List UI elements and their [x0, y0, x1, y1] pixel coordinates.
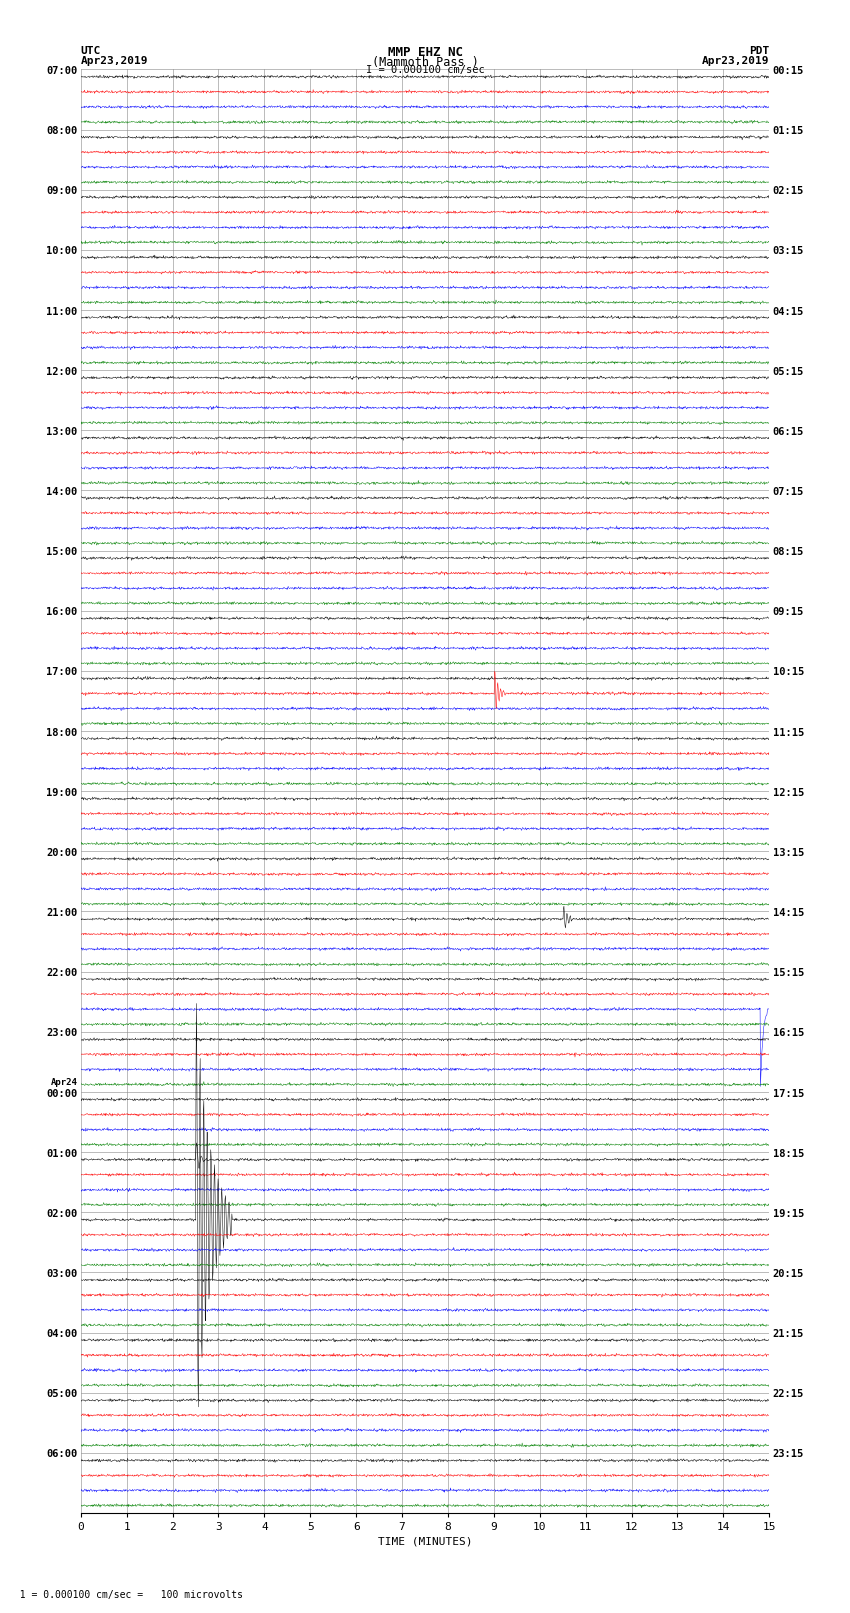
Text: Apr23,2019: Apr23,2019 — [702, 56, 769, 66]
Text: Apr23,2019: Apr23,2019 — [81, 56, 148, 66]
Text: (Mammoth Pass ): (Mammoth Pass ) — [371, 56, 479, 69]
Text: 01:00: 01:00 — [46, 1148, 77, 1158]
Text: Apr24: Apr24 — [50, 1077, 77, 1087]
Text: 19:15: 19:15 — [773, 1208, 804, 1219]
Text: 11:00: 11:00 — [46, 306, 77, 316]
Text: 06:00: 06:00 — [46, 1450, 77, 1460]
Text: 18:00: 18:00 — [46, 727, 77, 737]
Text: 14:00: 14:00 — [46, 487, 77, 497]
Text: 17:15: 17:15 — [773, 1089, 804, 1098]
Text: 07:00: 07:00 — [46, 66, 77, 76]
Text: 05:00: 05:00 — [46, 1389, 77, 1400]
Text: 18:15: 18:15 — [773, 1148, 804, 1158]
Text: 21:15: 21:15 — [773, 1329, 804, 1339]
Text: 16:15: 16:15 — [773, 1029, 804, 1039]
Text: 12:00: 12:00 — [46, 366, 77, 377]
Text: I = 0.000100 cm/sec: I = 0.000100 cm/sec — [366, 65, 484, 76]
Text: 06:15: 06:15 — [773, 427, 804, 437]
Text: 17:00: 17:00 — [46, 668, 77, 677]
Text: 05:15: 05:15 — [773, 366, 804, 377]
Text: 22:00: 22:00 — [46, 968, 77, 977]
Text: 12:15: 12:15 — [773, 787, 804, 798]
Text: 13:00: 13:00 — [46, 427, 77, 437]
Text: 14:15: 14:15 — [773, 908, 804, 918]
Text: 03:00: 03:00 — [46, 1269, 77, 1279]
Text: 15:00: 15:00 — [46, 547, 77, 556]
Text: 01:15: 01:15 — [773, 126, 804, 135]
Text: 00:00: 00:00 — [46, 1089, 77, 1098]
Text: 09:15: 09:15 — [773, 608, 804, 618]
Text: 23:15: 23:15 — [773, 1450, 804, 1460]
Text: 21:00: 21:00 — [46, 908, 77, 918]
Text: 10:15: 10:15 — [773, 668, 804, 677]
Text: 11:15: 11:15 — [773, 727, 804, 737]
Text: 04:00: 04:00 — [46, 1329, 77, 1339]
Text: 22:15: 22:15 — [773, 1389, 804, 1400]
Text: PDT: PDT — [749, 45, 769, 56]
Text: 10:00: 10:00 — [46, 247, 77, 256]
Text: 13:15: 13:15 — [773, 848, 804, 858]
Text: 09:00: 09:00 — [46, 185, 77, 197]
X-axis label: TIME (MINUTES): TIME (MINUTES) — [377, 1536, 473, 1547]
Text: 03:15: 03:15 — [773, 247, 804, 256]
Text: 20:15: 20:15 — [773, 1269, 804, 1279]
Text: 08:15: 08:15 — [773, 547, 804, 556]
Text: MMP EHZ NC: MMP EHZ NC — [388, 45, 462, 60]
Text: 23:00: 23:00 — [46, 1029, 77, 1039]
Text: 04:15: 04:15 — [773, 306, 804, 316]
Text: 20:00: 20:00 — [46, 848, 77, 858]
Text: 07:15: 07:15 — [773, 487, 804, 497]
Text: 02:15: 02:15 — [773, 185, 804, 197]
Text: 08:00: 08:00 — [46, 126, 77, 135]
Text: 00:15: 00:15 — [773, 66, 804, 76]
Text: 15:15: 15:15 — [773, 968, 804, 977]
Text: UTC: UTC — [81, 45, 101, 56]
Text: 16:00: 16:00 — [46, 608, 77, 618]
Text: 02:00: 02:00 — [46, 1208, 77, 1219]
Text: 1 = 0.000100 cm/sec =   100 microvolts: 1 = 0.000100 cm/sec = 100 microvolts — [8, 1590, 243, 1600]
Text: 19:00: 19:00 — [46, 787, 77, 798]
